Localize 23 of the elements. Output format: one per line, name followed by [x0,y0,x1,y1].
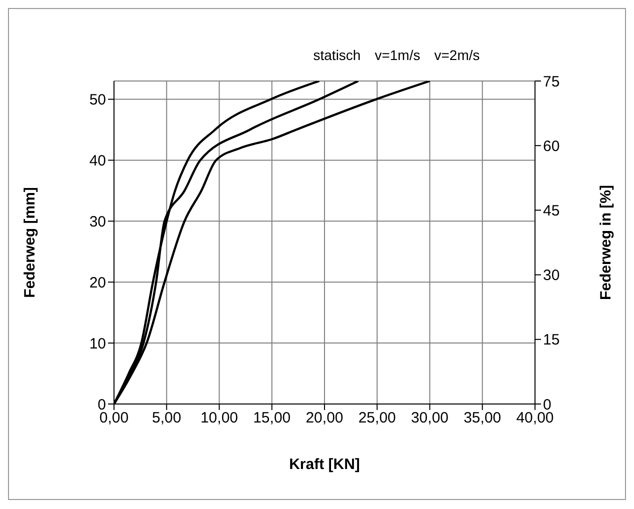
y2-tick-label: 30 [543,267,560,284]
y-axis-title: Federweg [mm] [21,187,38,298]
y-tick-label: 20 [89,274,106,292]
series-label: v=2m/s [434,47,480,63]
x-tick-label: 5,00 [152,410,182,427]
y2-tick-label: 60 [543,138,560,155]
y2-tick-label: 45 [543,202,560,220]
y-tick-label: 40 [89,152,106,170]
series-label: v=1m/s [374,47,420,63]
series-label: statisch [313,47,361,63]
y2-tick-label: 75 [543,73,560,90]
x-tick-label: 15,00 [253,410,291,427]
x-tick-label: 10,00 [200,410,238,427]
y-tick-label: 10 [89,335,106,352]
y2-tick-label: 15 [543,332,560,349]
x-axis-title: Kraft [KN] [289,456,360,473]
x-tick-label: 30,00 [410,410,449,427]
x-tick-label: 20,00 [306,410,344,427]
y2-axis-title: Federweg in [%] [597,184,614,300]
x-tick-label: 25,00 [358,410,396,427]
y-tick-label: 30 [89,213,106,230]
y-tick-label: 50 [89,92,106,109]
x-tick-label: 35,00 [464,410,502,427]
